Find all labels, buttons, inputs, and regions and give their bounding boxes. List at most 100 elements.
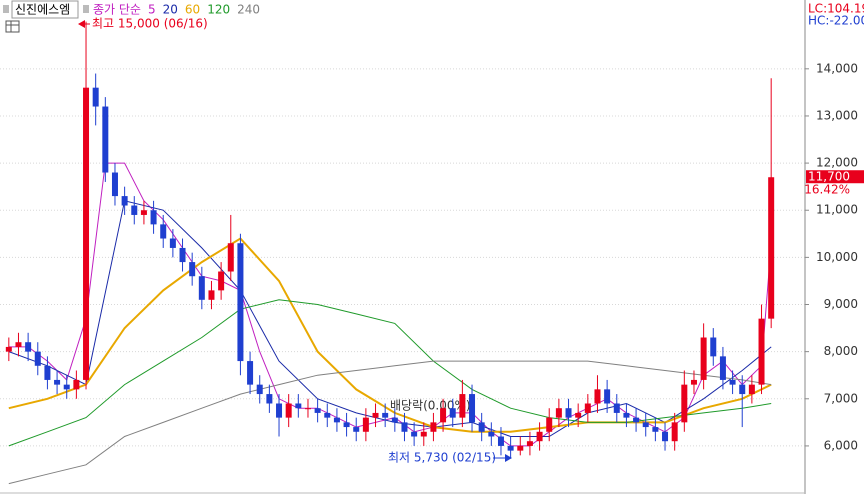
candle-body <box>121 196 128 206</box>
candle-body <box>102 106 109 173</box>
last-price: 11,700 <box>808 170 850 184</box>
candle-body <box>546 417 553 432</box>
low-arrow-head <box>505 454 512 462</box>
candle-body <box>662 431 669 442</box>
candle-body <box>111 172 118 197</box>
legend-entry: 240 <box>237 3 260 17</box>
candle-body <box>333 417 340 423</box>
candle-body <box>748 384 755 395</box>
candle-body <box>758 318 765 385</box>
candle-body <box>768 177 775 319</box>
candle-body <box>276 403 283 418</box>
ma-icon[interactable] <box>83 5 89 13</box>
candle-body <box>324 412 331 418</box>
y-tick-label: 7,000 <box>824 391 858 405</box>
candle-body <box>34 351 41 366</box>
candle-body <box>285 403 292 418</box>
candle-body <box>353 427 360 432</box>
high-arrow-head <box>78 20 85 28</box>
candle-body <box>488 431 495 437</box>
legend-entry: 20 <box>163 3 178 17</box>
candle-body <box>584 403 591 413</box>
low-annotation: 최저 5,730 (02/15) <box>388 451 496 465</box>
candle-body <box>131 205 138 215</box>
last-change: 16.42% <box>804 183 850 197</box>
candle-body <box>507 445 514 451</box>
candle-body <box>256 384 263 395</box>
candle-body <box>623 412 630 418</box>
candle-body <box>459 394 466 418</box>
candle-body <box>304 408 311 410</box>
candle-body <box>25 342 32 352</box>
candle-body <box>160 224 167 239</box>
lc-label: LC:104.19 <box>808 2 864 16</box>
candle-body <box>73 379 80 390</box>
y-tick-label: 12,000 <box>816 156 858 170</box>
candle-body <box>227 243 234 272</box>
candle-body <box>372 412 379 418</box>
high-annotation: 최고 15,000 (06/16) <box>92 17 208 31</box>
candle-body <box>604 389 611 404</box>
title-box[interactable] <box>11 0 79 19</box>
candle-body <box>15 342 22 347</box>
candle-body <box>594 389 601 404</box>
candle-body <box>536 431 543 442</box>
last-price-box <box>806 170 864 184</box>
candle-body <box>652 427 659 432</box>
candle-body <box>83 87 90 380</box>
candle-body <box>420 431 427 437</box>
candle-body <box>681 384 688 423</box>
menu-icon[interactable] <box>3 5 9 13</box>
candle-body <box>700 337 707 380</box>
candle-body <box>237 243 244 362</box>
legend-entry: 5 <box>148 3 156 17</box>
candle-body <box>575 412 582 418</box>
y-tick-label: 13,000 <box>816 108 858 122</box>
y-tick-label: 9,000 <box>824 297 858 311</box>
candle-body <box>497 436 504 446</box>
candle-body <box>642 422 649 428</box>
candle-body <box>208 290 215 300</box>
candle-body <box>526 441 533 446</box>
candle-body <box>719 356 726 380</box>
candle-body <box>218 271 225 291</box>
y-tick-label: 11,000 <box>816 203 858 217</box>
candle-body <box>411 431 418 437</box>
candle-body <box>314 408 321 413</box>
candle-body <box>430 422 437 432</box>
legend-entry: 120 <box>207 3 230 17</box>
table-icon[interactable] <box>5 20 20 33</box>
candle-body <box>710 337 717 357</box>
candle-body <box>401 422 408 432</box>
dividend-annotation: 배당락(0.00%) <box>390 399 471 413</box>
y-tick-label: 8,000 <box>824 344 858 358</box>
ma-label: 종가 단순 <box>93 3 141 17</box>
candle-body <box>565 408 572 418</box>
candle-body <box>5 346 12 352</box>
candle-body <box>729 379 736 385</box>
candle-body <box>633 417 640 423</box>
y-tick-label: 14,000 <box>816 61 858 75</box>
candle-body <box>247 361 254 385</box>
ma-line <box>8 360 772 485</box>
candle-body <box>189 262 196 277</box>
axis-panel <box>805 0 864 494</box>
candle-body <box>391 417 398 423</box>
candle-body <box>739 384 746 395</box>
candle-body <box>613 403 620 413</box>
candle-body <box>54 379 61 385</box>
legend-entry: 60 <box>185 3 200 17</box>
candle-body <box>690 379 697 385</box>
candle-body <box>169 238 176 248</box>
candle-body <box>198 276 205 300</box>
candle-body <box>449 408 456 418</box>
candle-body <box>382 412 389 418</box>
candle-body <box>469 394 476 423</box>
y-tick-label: 10,000 <box>816 250 858 264</box>
candle-body <box>362 417 369 432</box>
candle-body <box>140 210 147 215</box>
candle-body <box>555 408 562 418</box>
candle-body <box>44 365 51 380</box>
